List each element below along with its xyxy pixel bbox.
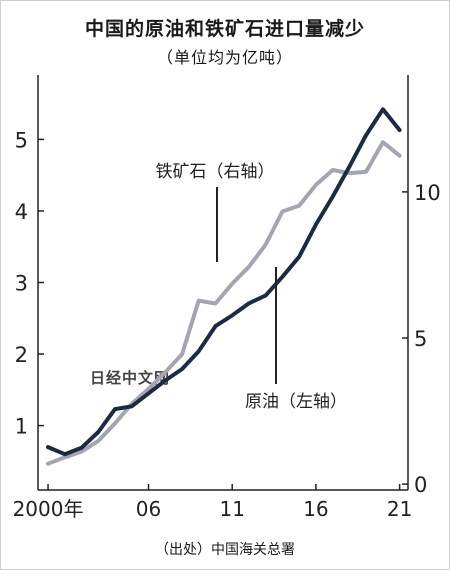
crude-oil-annotation: 原油（左轴） xyxy=(245,392,347,412)
source-note: （出处）中国海关总署 xyxy=(155,542,295,558)
watermark: 日经中文网 xyxy=(90,369,170,387)
iron-ore-annotation: 铁矿石（右轴） xyxy=(156,162,275,182)
x-tick-label: 2000年 xyxy=(13,497,84,521)
x-tick-label: 11 xyxy=(219,497,244,521)
iron-ore-line xyxy=(46,140,402,466)
x-tick-label: 21 xyxy=(387,497,412,521)
right-tick-label: 10 xyxy=(414,181,441,205)
right-tick-label: 5 xyxy=(414,327,427,351)
left-tick-label: 1 xyxy=(15,415,28,439)
x-tick-label: 16 xyxy=(303,497,328,521)
left-tick-label: 4 xyxy=(15,200,28,224)
chart-subtitle: （单位均为亿吨） xyxy=(156,48,293,67)
left-tick-label: 2 xyxy=(15,343,28,367)
right-tick-label: 0 xyxy=(414,473,427,497)
crude-oil-line xyxy=(46,107,402,457)
x-tick-label: 06 xyxy=(136,497,161,521)
left-tick-label: 5 xyxy=(15,128,28,152)
chart-title: 中国的原油和铁矿石进口量减少 xyxy=(84,18,365,40)
left-tick-label: 3 xyxy=(15,272,28,296)
